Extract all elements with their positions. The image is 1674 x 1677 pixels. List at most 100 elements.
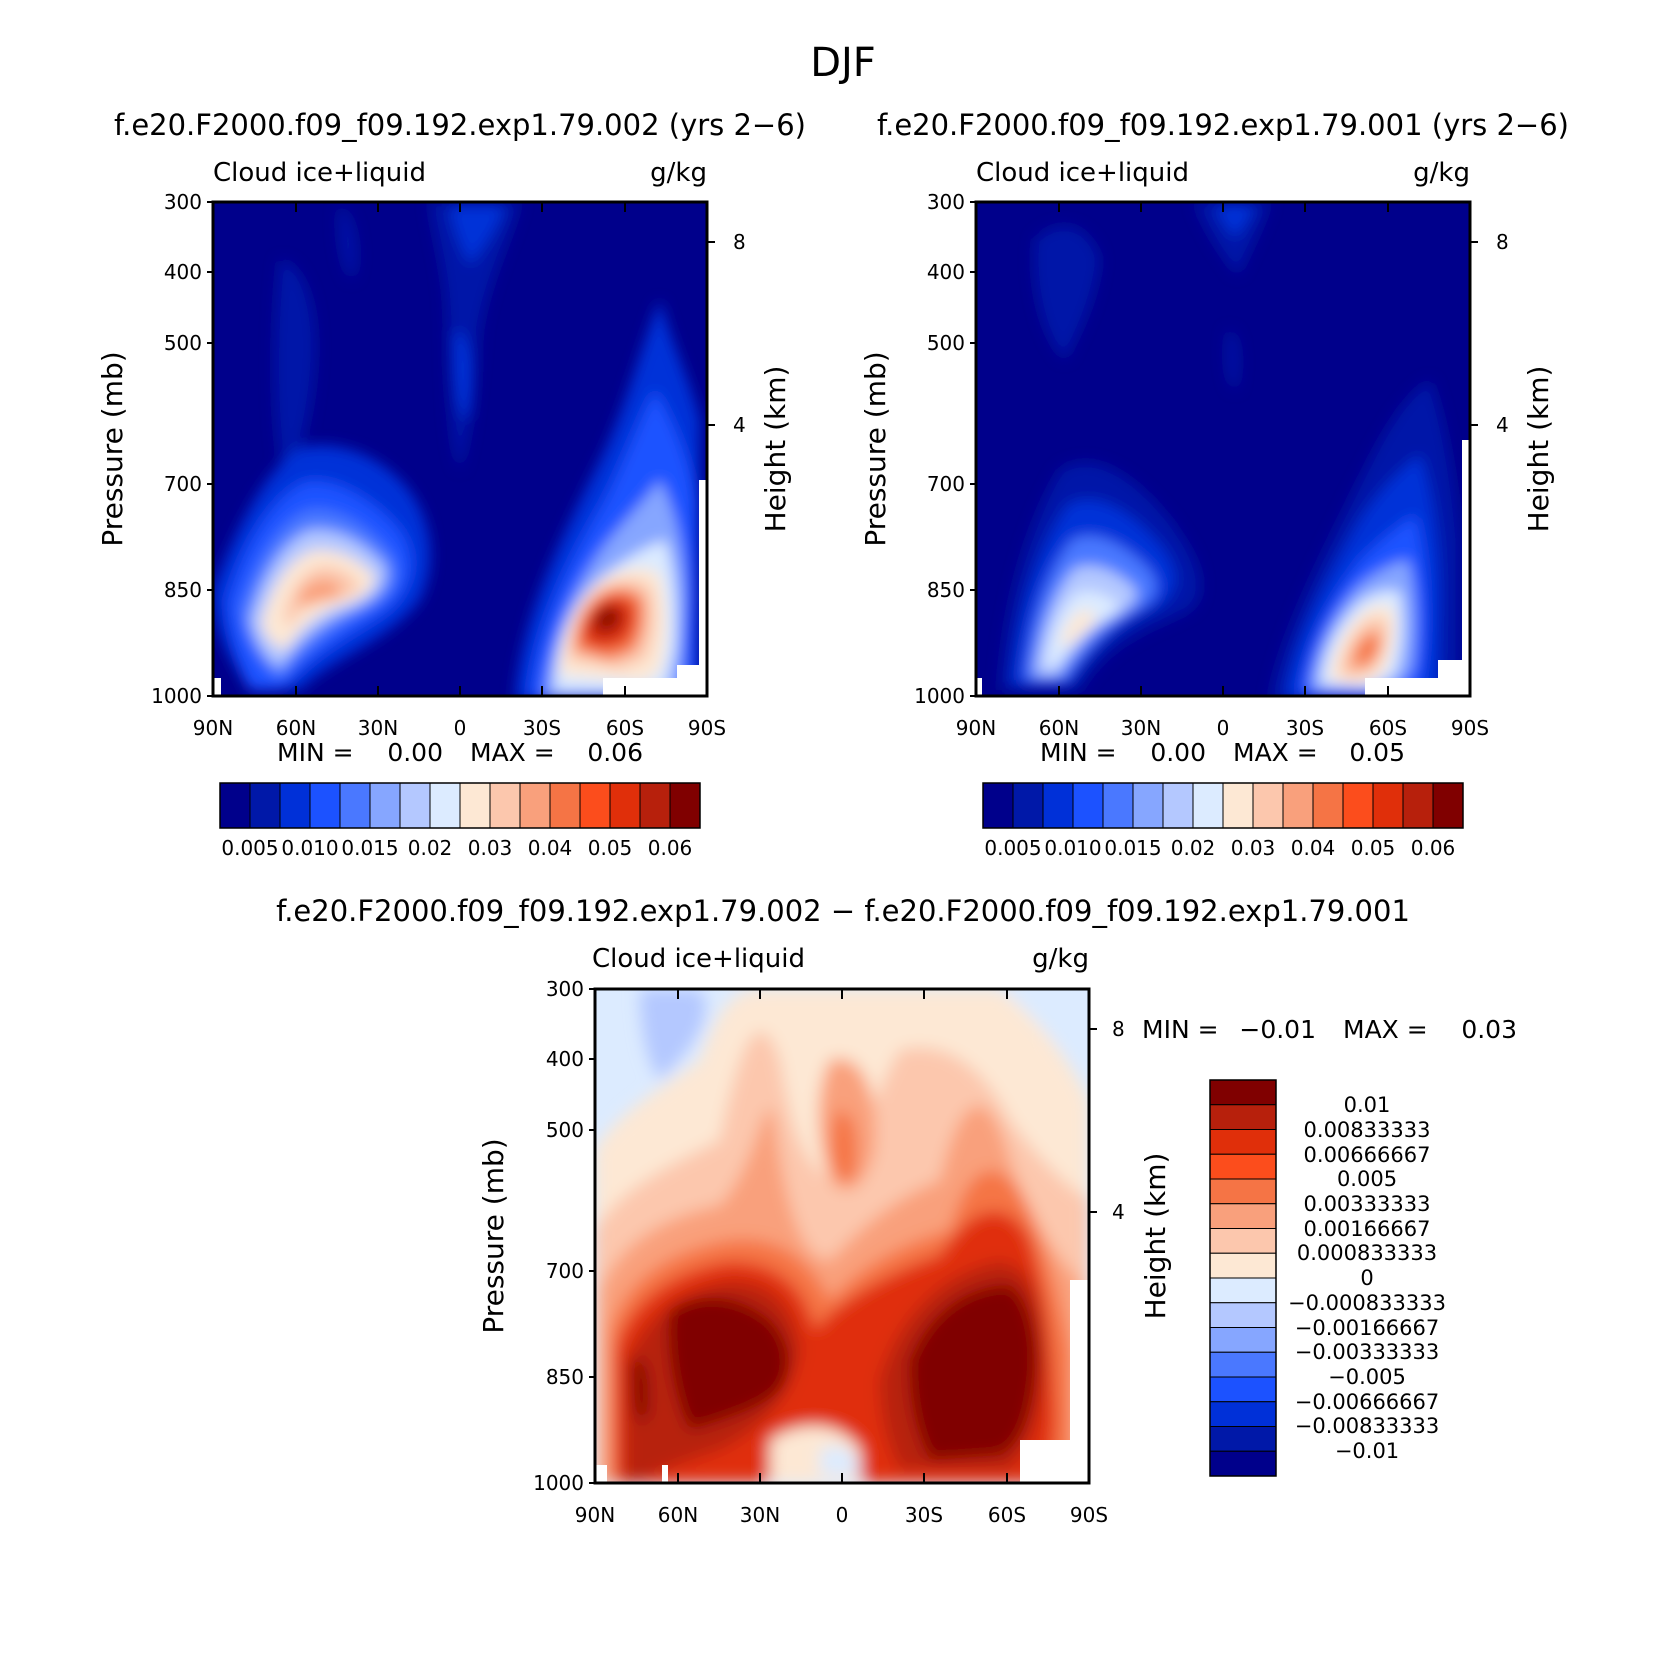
diff-htick-4: 4 (1112, 1200, 1125, 1224)
diff-max-value: 0.03 (1461, 1015, 1517, 1044)
colorbar-swatch (1312, 782, 1344, 829)
left-ptick-700: 700 (164, 472, 202, 496)
colorbar-swatch (1209, 1327, 1277, 1353)
diff-cbar-label: −0.00833333 (1295, 1414, 1440, 1438)
diff-contour-field (595, 989, 1089, 1483)
right-lat-60s: 60S (1369, 716, 1407, 740)
left-min-value: 0.00 (387, 738, 443, 767)
right-ptick-1000: 1000 (914, 684, 965, 708)
diff-lat-90s: 90S (1070, 1503, 1108, 1527)
right-colorbar: 0.005 0.010 0.015 0.02 0.03 0.04 0.05 0.… (982, 782, 1464, 860)
colorbar-swatch (459, 782, 491, 829)
left-max-label: MAX = (470, 738, 555, 767)
colorbar-swatch (1342, 782, 1374, 829)
right-lat-30n: 30N (1121, 716, 1161, 740)
right-max-label: MAX = (1233, 738, 1318, 767)
colorbar-swatch (1209, 1228, 1277, 1254)
diff-y-axis-label: Pressure (mb) (477, 1138, 510, 1333)
diff-lat-90n: 90N (575, 1503, 615, 1527)
right-ptick-850: 850 (927, 578, 965, 602)
left-ptick-1000: 1000 (151, 684, 202, 708)
right-height-ticks: 8 4 (1470, 230, 1509, 437)
right-units-label: g/kg (1413, 158, 1470, 188)
left-cbar-label: 0.010 (281, 836, 338, 860)
right-max-value: 0.05 (1349, 738, 1405, 767)
diff-ptick-300: 300 (546, 977, 584, 1001)
colorbar-swatch (369, 782, 401, 829)
right-pressure-ticks: 300 400 500 700 850 1000 (914, 190, 976, 708)
diff-cbar-label: 0.005 (1337, 1167, 1397, 1191)
left-min-label: MIN = (277, 738, 354, 767)
right-contour-field (976, 202, 1470, 696)
left-lat-60n: 60N (276, 716, 316, 740)
colorbar-swatch (429, 782, 461, 829)
diff-variable-label: Cloud ice+liquid (592, 944, 805, 974)
colorbar-swatch (1072, 782, 1104, 829)
colorbar-swatch (1132, 782, 1164, 829)
left-cbar-label: 0.04 (528, 836, 573, 860)
colorbar-swatch (1252, 782, 1284, 829)
left-pressure-ticks: 300 400 500 700 850 1000 (151, 190, 213, 708)
left-cbar-label: 0.015 (341, 836, 398, 860)
right-htick-8: 8 (1496, 230, 1509, 254)
left-lat-30n: 30N (358, 716, 398, 740)
diff-max-label: MAX = (1343, 1015, 1428, 1044)
diff-cbar-label: −0.01 (1335, 1439, 1399, 1463)
right-ptick-700: 700 (927, 472, 965, 496)
diff-cbar-label: 0.000833333 (1297, 1241, 1437, 1265)
diff-min-label: MIN = (1142, 1015, 1219, 1044)
diff-cbar-label: −0.00333333 (1295, 1340, 1440, 1364)
right-lat-60n: 60N (1039, 716, 1079, 740)
left-ptick-400: 400 (164, 260, 202, 284)
right-colorbar-frame (982, 782, 1464, 829)
colorbar-swatch (519, 782, 551, 829)
diff-lat-60s: 60S (988, 1503, 1026, 1527)
left-lat-60s: 60S (606, 716, 644, 740)
colorbar-swatch (1372, 782, 1404, 829)
left-stats: MIN = 0.00 MAX = 0.06 (277, 738, 643, 767)
diff-cbar-label: 0 (1360, 1266, 1373, 1290)
left-cbar-label: 0.06 (648, 836, 693, 860)
colorbar-swatch (1012, 782, 1044, 829)
colorbar-swatch (609, 782, 641, 829)
right-cbar-label: 0.005 (984, 836, 1041, 860)
left-lat-0: 0 (454, 716, 467, 740)
left-cbar-label: 0.02 (408, 836, 453, 860)
colorbar-swatch (579, 782, 611, 829)
right-lat-90n: 90N (956, 716, 996, 740)
colorbar-swatch (489, 782, 521, 829)
colorbar-swatch (1222, 782, 1254, 829)
diff-colorbar: 0.01 0.00833333 0.00666667 0.005 0.00333… (1209, 1079, 1446, 1477)
diff-y2-axis-label: Height (km) (1139, 1153, 1172, 1320)
colorbar-swatch (1209, 1401, 1277, 1427)
left-cbar-label: 0.005 (221, 836, 278, 860)
colorbar-swatch (1209, 1376, 1277, 1403)
diff-lat-60n: 60N (658, 1503, 698, 1527)
diff-ptick-700: 700 (546, 1259, 584, 1283)
diff-cbar-label: 0.00833333 (1304, 1118, 1431, 1142)
colorbar-swatch (669, 782, 701, 829)
colorbar-swatch (1282, 782, 1314, 829)
left-contour-field (213, 202, 707, 696)
diff-cbar-label: −0.000833333 (1288, 1291, 1446, 1315)
left-panel-title: f.e20.F2000.f09_f09.192.exp1.79.002 (yrs… (114, 108, 806, 142)
diff-stats: MIN = −0.01 MAX = 0.03 (1142, 1015, 1517, 1044)
colorbar-swatch (1209, 1351, 1277, 1378)
colorbar-swatch (219, 782, 251, 829)
right-cbar-label: 0.010 (1044, 836, 1101, 860)
colorbar-swatch (982, 782, 1014, 829)
colorbar-swatch (1209, 1252, 1277, 1279)
colorbar-swatch (1209, 1302, 1277, 1328)
left-htick-8: 8 (733, 230, 746, 254)
left-units-label: g/kg (650, 158, 707, 188)
colorbar-swatch (1209, 1178, 1277, 1205)
right-min-label: MIN = (1040, 738, 1117, 767)
diff-panel-title: f.e20.F2000.f09_f09.192.exp1.79.002 − f.… (276, 894, 1410, 928)
right-y-axis-label: Pressure (mb) (859, 351, 892, 546)
right-ptick-500: 500 (927, 331, 965, 355)
left-cbar-label: 0.05 (588, 836, 633, 860)
diff-htick-8: 8 (1112, 1017, 1125, 1041)
colorbar-swatch (1432, 782, 1464, 829)
left-max-value: 0.06 (587, 738, 643, 767)
